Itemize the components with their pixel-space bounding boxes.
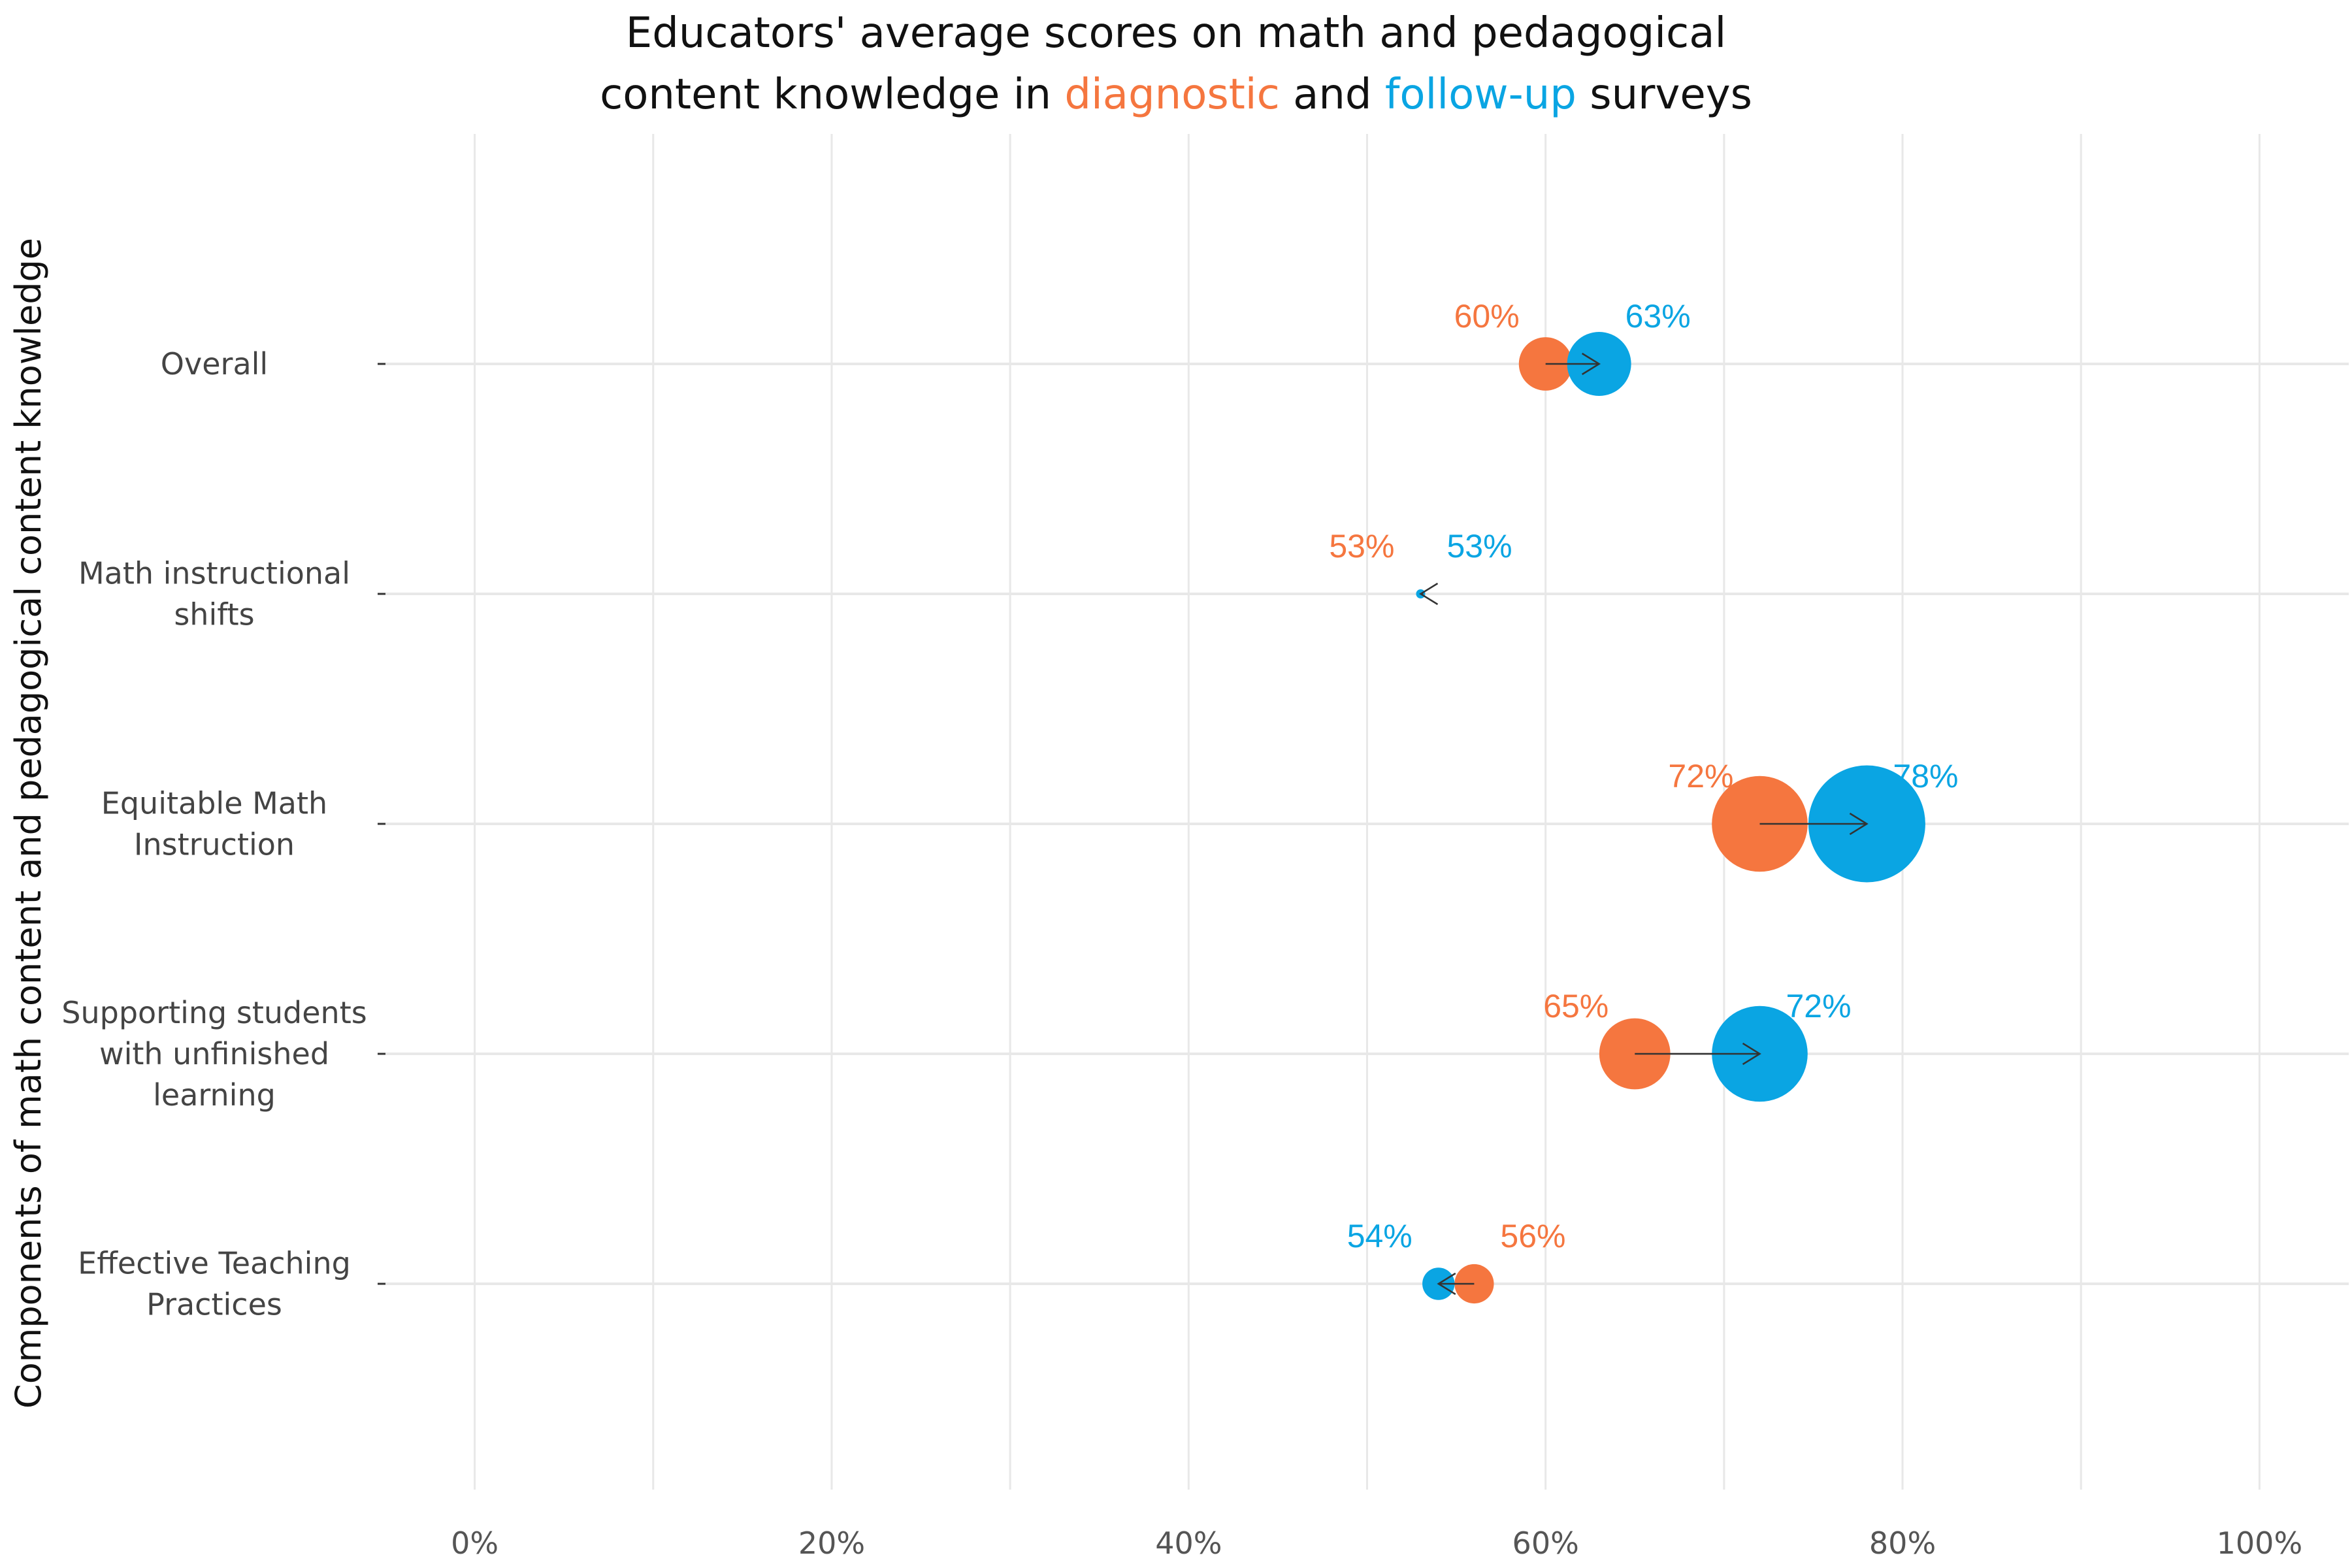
chart-title: Educators' average scores on math and pe… bbox=[600, 9, 1752, 119]
category-label: with unfinished bbox=[99, 1036, 329, 1071]
x-axis-ticks: 0% 20% 40% 60% 80% 100% bbox=[451, 1526, 2302, 1561]
arrow-head bbox=[1437, 1272, 1456, 1296]
title-line-2: content knowledge in diagnostic and foll… bbox=[600, 71, 1752, 119]
value-label: 65% bbox=[1543, 988, 1609, 1024]
title-line-1: Educators' average scores on math and pe… bbox=[626, 9, 1726, 57]
value-label: 63% bbox=[1625, 298, 1691, 335]
category-label: Effective Teaching bbox=[78, 1246, 351, 1281]
title-diagnostic: diagnostic bbox=[1064, 71, 1279, 119]
category-label: Math instructional bbox=[78, 556, 350, 591]
value-label: 54% bbox=[1347, 1218, 1413, 1254]
title-follow-up: follow-up bbox=[1385, 71, 1576, 119]
grid-layer bbox=[378, 134, 2349, 1490]
value-label: 60% bbox=[1454, 298, 1520, 335]
category-label: shifts bbox=[174, 597, 254, 632]
x-tick-label: 20% bbox=[798, 1526, 865, 1561]
title-prefix: content knowledge in bbox=[600, 71, 1064, 119]
x-tick-label: 60% bbox=[1512, 1526, 1579, 1561]
category-labels: Overall Math instructional shifts Equitable… bbox=[61, 346, 367, 1322]
data-layer: 60% 63% 53% 53% 72% 78% 65% 72% 54% 56% bbox=[1329, 298, 1958, 1304]
arrow-head bbox=[1742, 1042, 1761, 1066]
x-tick-label: 40% bbox=[1155, 1526, 1222, 1561]
x-tick-label: 0% bbox=[451, 1526, 498, 1561]
category-label: learning bbox=[153, 1077, 276, 1113]
title-suffix: surveys bbox=[1576, 71, 1752, 119]
value-label: 72% bbox=[1668, 758, 1733, 794]
value-label: 72% bbox=[1786, 988, 1852, 1024]
value-label: 78% bbox=[1893, 758, 1958, 794]
category-label: Equitable Math bbox=[101, 786, 327, 821]
x-tick-label: 100% bbox=[2217, 1526, 2303, 1561]
value-label: 53% bbox=[1329, 528, 1394, 564]
category-label: Supporting students bbox=[61, 995, 367, 1030]
value-label: 56% bbox=[1500, 1218, 1565, 1254]
y-axis-title: Components of math content and pedagogic… bbox=[8, 238, 49, 1409]
arrow-head bbox=[1849, 812, 1869, 836]
value-label: 53% bbox=[1446, 528, 1512, 564]
category-label: Instruction bbox=[134, 827, 295, 862]
arrow-head bbox=[1419, 582, 1439, 606]
title-and: and bbox=[1280, 71, 1385, 119]
category-label: Practices bbox=[146, 1287, 282, 1322]
category-label: Overall bbox=[161, 346, 268, 382]
arrow-head bbox=[1581, 352, 1601, 376]
x-tick-label: 80% bbox=[1869, 1526, 1936, 1561]
